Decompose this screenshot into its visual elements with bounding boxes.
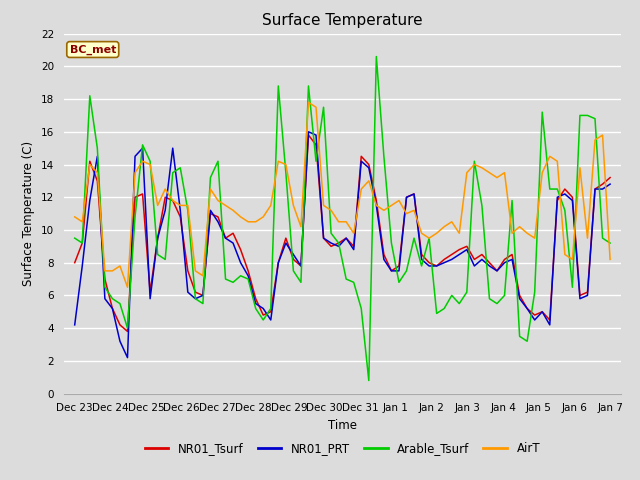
NR01_PRT <box>576 296 584 301</box>
AirT <box>425 235 433 241</box>
AirT <box>259 214 267 220</box>
Line: Arable_Tsurf: Arable_Tsurf <box>75 57 610 381</box>
Arable_Tsurf <box>372 54 380 60</box>
NR01_Tsurf <box>448 252 456 257</box>
NR01_PRT <box>388 268 396 274</box>
NR01_Tsurf <box>425 260 433 265</box>
NR01_Tsurf <box>124 328 131 334</box>
Arable_Tsurf <box>71 235 79 241</box>
NR01_Tsurf <box>71 260 79 265</box>
NR01_PRT <box>305 129 312 135</box>
Y-axis label: Surface Temperature (C): Surface Temperature (C) <box>22 141 35 286</box>
Arable_Tsurf <box>606 240 614 246</box>
AirT <box>305 99 312 105</box>
Legend: NR01_Tsurf, NR01_PRT, Arable_Tsurf, AirT: NR01_Tsurf, NR01_PRT, Arable_Tsurf, AirT <box>140 437 545 460</box>
Arable_Tsurf <box>448 292 456 298</box>
AirT <box>388 203 396 208</box>
NR01_Tsurf <box>606 175 614 180</box>
NR01_Tsurf <box>154 235 161 241</box>
Title: Surface Temperature: Surface Temperature <box>262 13 422 28</box>
AirT <box>71 214 79 220</box>
NR01_PRT <box>124 355 131 360</box>
AirT <box>606 256 614 262</box>
Text: BC_met: BC_met <box>70 44 116 55</box>
NR01_PRT <box>71 322 79 328</box>
Arable_Tsurf <box>425 235 433 241</box>
NR01_PRT <box>259 306 267 312</box>
NR01_PRT <box>448 256 456 262</box>
AirT <box>154 203 161 208</box>
NR01_PRT <box>154 235 161 241</box>
NR01_Tsurf <box>305 132 312 138</box>
AirT <box>448 219 456 225</box>
Line: NR01_Tsurf: NR01_Tsurf <box>75 135 610 331</box>
AirT <box>124 284 131 290</box>
NR01_Tsurf <box>259 312 267 318</box>
X-axis label: Time: Time <box>328 419 357 432</box>
Arable_Tsurf <box>388 240 396 246</box>
NR01_PRT <box>425 263 433 269</box>
NR01_Tsurf <box>576 292 584 298</box>
Arable_Tsurf <box>252 306 260 312</box>
Arable_Tsurf <box>147 158 154 164</box>
AirT <box>576 165 584 171</box>
NR01_Tsurf <box>388 268 396 274</box>
Line: NR01_PRT: NR01_PRT <box>75 132 610 358</box>
Arable_Tsurf <box>365 378 372 384</box>
Line: AirT: AirT <box>75 102 610 287</box>
NR01_PRT <box>606 181 614 187</box>
Arable_Tsurf <box>576 112 584 118</box>
